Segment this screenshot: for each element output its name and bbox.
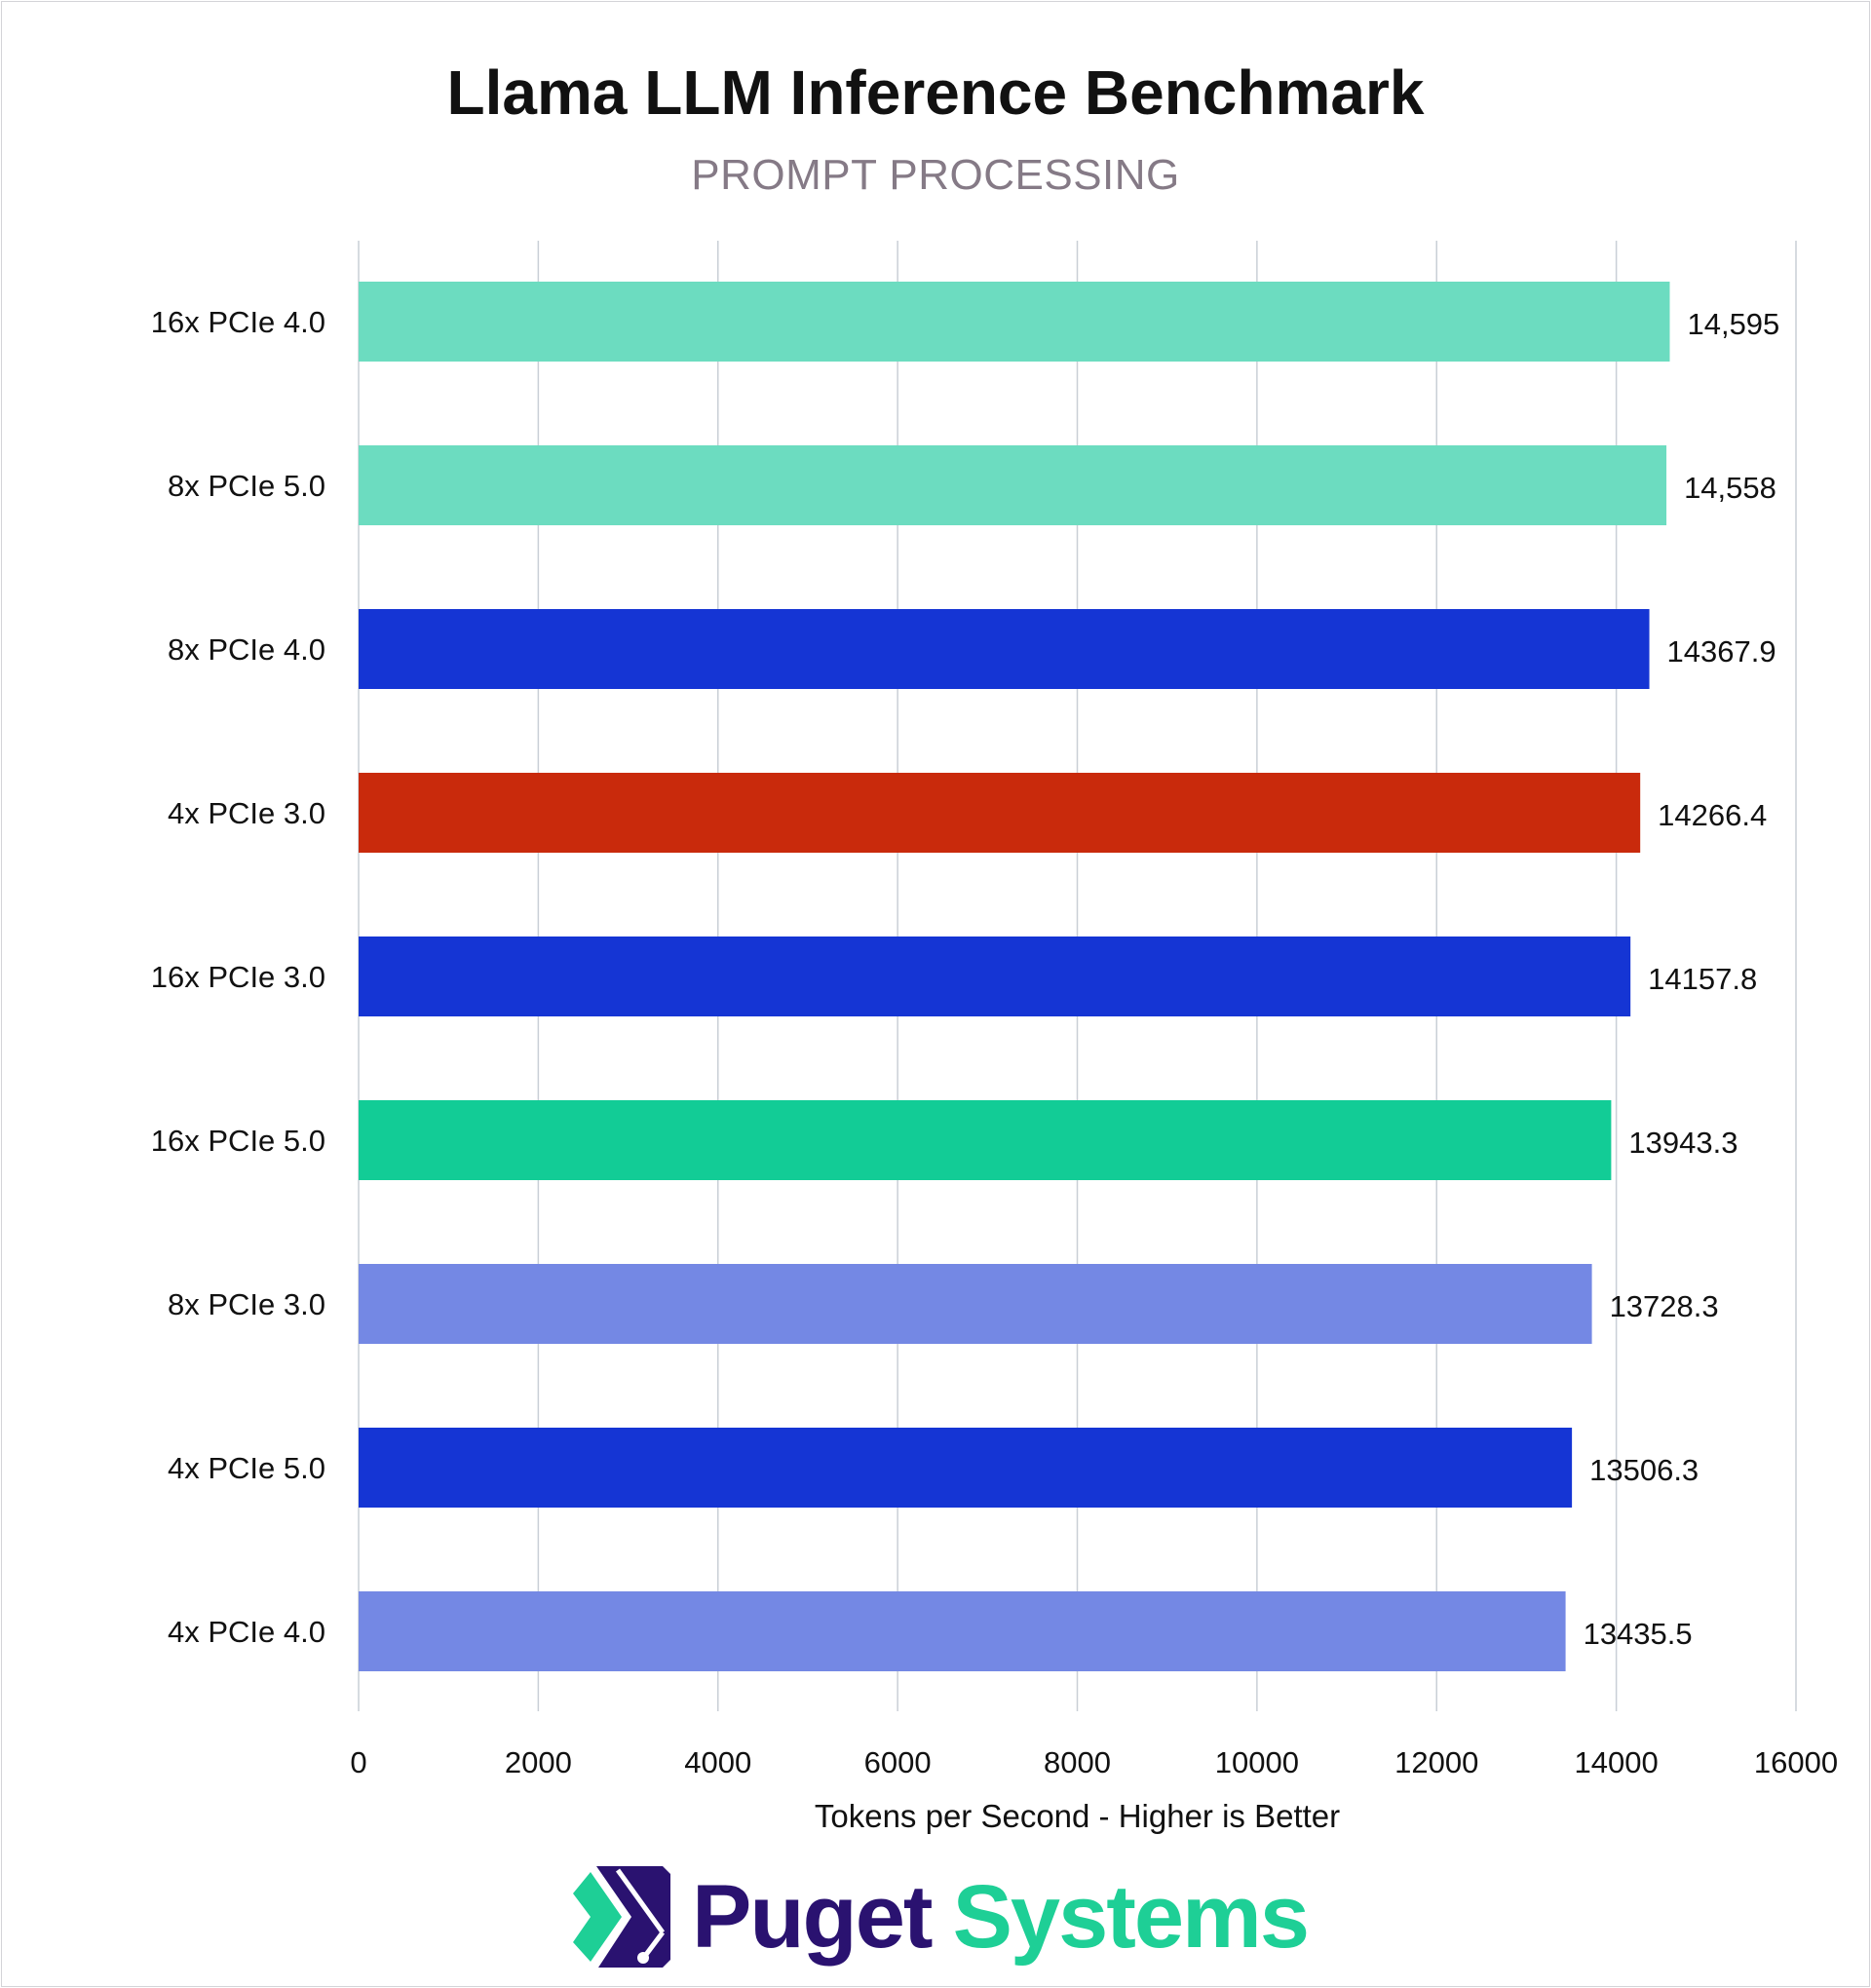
bar: [359, 609, 1650, 689]
data-label: 13943.3: [1628, 1126, 1737, 1160]
bar: [359, 282, 1670, 362]
x-tick-label: 0: [350, 1745, 366, 1779]
chart-title: Llama LLM Inference Benchmark: [446, 57, 1425, 128]
x-tick-label: 2000: [505, 1745, 572, 1779]
logo-word-puget: Puget: [692, 1866, 934, 1967]
data-label: 14157.8: [1648, 962, 1757, 996]
x-tick-label: 10000: [1215, 1745, 1299, 1779]
bar: [359, 1264, 1592, 1344]
category-label: 16x PCIe 4.0: [151, 305, 325, 339]
x-tick-label: 12000: [1394, 1745, 1478, 1779]
bar: [359, 773, 1641, 853]
data-label: 14,595: [1687, 307, 1779, 341]
x-tick-label: 14000: [1575, 1745, 1659, 1779]
bar: [359, 1428, 1573, 1508]
data-label: 14,558: [1684, 471, 1776, 505]
puget-systems-logo: Puget Systems: [573, 1863, 1310, 1970]
data-label: 14266.4: [1658, 798, 1767, 832]
category-label: 8x PCIe 3.0: [168, 1287, 325, 1321]
data-label: 13728.3: [1610, 1289, 1719, 1323]
data-label: 13506.3: [1589, 1453, 1699, 1487]
data-label: 13435.5: [1584, 1617, 1693, 1651]
x-axis-label: Tokens per Second - Higher is Better: [814, 1798, 1341, 1834]
logo-word-systems: Systems: [952, 1866, 1310, 1967]
category-label: 4x PCIe 3.0: [168, 796, 325, 830]
x-tick-label: 8000: [1044, 1745, 1111, 1779]
bar: [359, 445, 1667, 525]
category-label: 8x PCIe 4.0: [168, 632, 325, 667]
puget-logo-icon: [573, 1866, 670, 1968]
data-label: 14367.9: [1667, 634, 1776, 669]
category-label: 4x PCIe 4.0: [168, 1615, 325, 1649]
category-label: 16x PCIe 3.0: [151, 960, 325, 994]
category-label: 8x PCIe 5.0: [168, 469, 325, 503]
bar: [359, 1100, 1612, 1180]
x-tick-label: 4000: [684, 1745, 751, 1779]
x-tick-label: 6000: [864, 1745, 932, 1779]
category-label: 16x PCIe 5.0: [151, 1124, 325, 1158]
bar: [359, 1591, 1566, 1671]
category-label: 4x PCIe 5.0: [168, 1451, 325, 1485]
x-tick-label: 16000: [1754, 1745, 1838, 1779]
bar: [359, 937, 1631, 1016]
chart-subtitle: PROMPT PROCESSING: [691, 151, 1180, 199]
